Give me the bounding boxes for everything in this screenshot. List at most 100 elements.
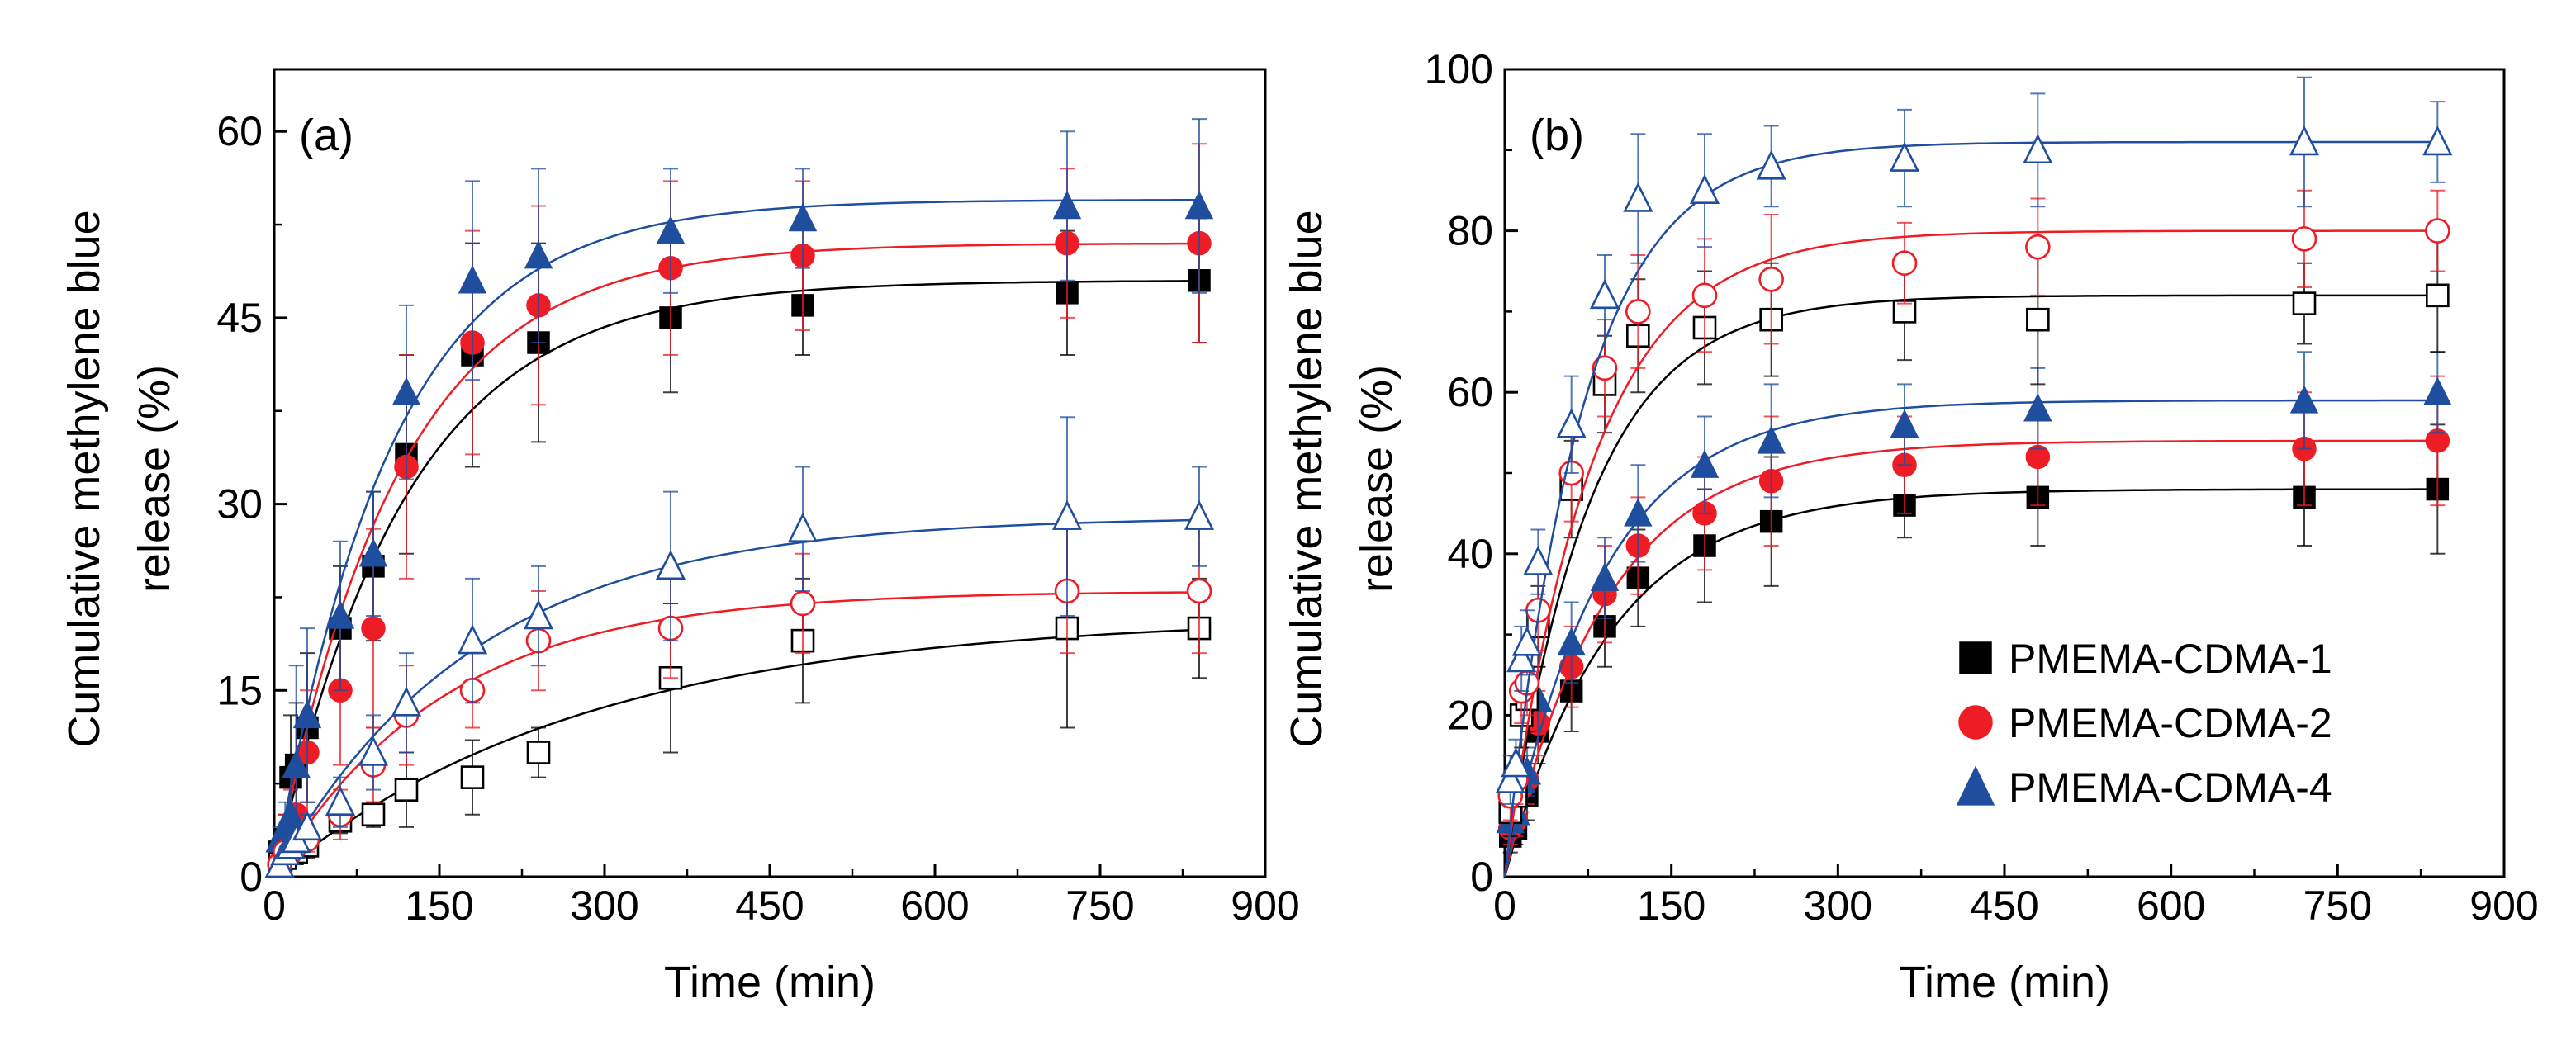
panel-b-pmema-cdma-4-open-point xyxy=(1501,747,1531,778)
panel-a-pmema-cdma-4-filled-point xyxy=(524,240,553,269)
panel-b-pmema-cdma-2-filled-fit-line xyxy=(1503,439,2438,878)
panel-a-pmema-cdma-2-open-point xyxy=(1186,578,1212,604)
panel-a-pmema-cdma-4-filled-point xyxy=(656,215,686,244)
panel-b-x-tick-label: 600 xyxy=(2137,882,2205,929)
legend-marker-pmema-cdma-2 xyxy=(1958,705,1993,740)
panel-a-pmema-cdma-4-open-point xyxy=(358,736,389,766)
panel-b-pmema-cdma-4-open-point xyxy=(1506,642,1537,673)
panel-a-y-tick-label: 0 xyxy=(240,854,263,900)
panel-a-pmema-cdma-4-filled-point xyxy=(282,749,311,778)
panel-a-x-tick-label: 0 xyxy=(263,882,286,929)
panel-a-pmema-cdma-4-open-point xyxy=(655,549,686,580)
panel-b-pmema-cdma-4-filled-point xyxy=(1624,498,1653,527)
panel-b-pmema-cdma-4-open-point xyxy=(1495,763,1525,793)
panel-b-pmema-cdma-4-filled-point xyxy=(1757,425,1786,454)
panel-a-pmema-cdma-4-filled-point xyxy=(458,265,487,294)
panel-a-pmema-cdma-4-open-point xyxy=(1051,499,1083,530)
panel-a-pmema-cdma-1-open-point xyxy=(394,778,419,802)
panel-b-pmema-cdma-4-open-point xyxy=(1523,545,1554,575)
panel-a-pmema-cdma-4-open-point xyxy=(325,785,356,816)
panel-a-label: (a) xyxy=(299,111,353,160)
panel-a-plot-frame xyxy=(273,68,1267,878)
panel-b-pmema-cdma-1-open-point xyxy=(2292,291,2317,315)
panel-b-pmema-cdma-4-open-point xyxy=(1589,278,1620,310)
panel-a-pmema-cdma-2-filled-fit-line xyxy=(273,242,1200,878)
panel-b-y-axis-title-line-1: Cumulative methylene blue xyxy=(1282,210,1331,747)
panel-b-pmema-cdma-1-filled-fit-line xyxy=(1503,488,2438,878)
panel-b-pmema-cdma-2-open-point xyxy=(1691,282,1718,309)
panel-b-label: (b) xyxy=(1530,111,1584,160)
panel-a-x-tick-label: 600 xyxy=(900,882,969,929)
panel-a-pmema-cdma-4-open-point xyxy=(1184,499,1215,530)
panel-b-pmema-cdma-4-open-point xyxy=(2422,125,2453,156)
panel-b-pmema-cdma-4-open-point xyxy=(2289,125,2320,156)
legend-label-pmema-cdma-4: PMEMA-CDMA-4 xyxy=(2009,764,2332,811)
panel-b-pmema-cdma-4-open-point xyxy=(1556,408,1587,438)
panel-b-pmema-cdma-4-open-point xyxy=(2023,133,2053,164)
panel-b: (b) Time (min) Cumulative methylene blue… xyxy=(1282,46,2539,1007)
panel-a-pmema-cdma-4-filled-point xyxy=(391,376,421,405)
panel-b-y-tick-label: 80 xyxy=(1447,208,1493,254)
panel-b-pmema-cdma-2-open-point xyxy=(1625,299,1651,324)
panel-b-pmema-cdma-4-filled-point xyxy=(1890,409,1919,438)
panel-a-x-tick-label: 900 xyxy=(1231,882,1299,929)
panel-a-x-tick-label: 450 xyxy=(735,882,804,929)
panel-a-pmema-cdma-4-open-point xyxy=(787,512,818,542)
legend-marker-pmema-cdma-4 xyxy=(1956,765,1995,806)
panel-b-pmema-cdma-2-open-point xyxy=(1758,266,1784,292)
legend-marker-pmema-cdma-1 xyxy=(1959,641,1992,674)
panel-a-y-axis-title-line-2: release (%) xyxy=(130,365,179,593)
panel-b-pmema-cdma-4-open-point xyxy=(1623,182,1653,212)
panel-b-y-tick-label: 40 xyxy=(1447,531,1493,577)
panel-a-pmema-cdma-4-filled-point xyxy=(1052,190,1082,220)
panel-b-x-axis-title: Time (min) xyxy=(1899,958,2110,1007)
panel-a-pmema-cdma-4-filled-point xyxy=(292,699,322,729)
panel-a-y-axis-title-line-1: Cumulative methylene blue xyxy=(59,210,109,747)
panel-a-x-tick-label: 300 xyxy=(570,882,638,929)
panel-a-pmema-cdma-4-filled-point xyxy=(788,202,818,232)
panel-a-x-tick-label: 150 xyxy=(405,882,473,929)
panel-a-pmema-cdma-1-filled-fit-line xyxy=(273,280,1199,878)
panel-b-pmema-cdma-4-filled-point xyxy=(1557,627,1586,656)
panel-a-y-tick-label: 30 xyxy=(216,481,263,528)
panel-b-pmema-cdma-2-open-point xyxy=(1891,250,1918,277)
panel-a-pmema-cdma-1-open-point xyxy=(526,741,551,764)
panel-b-pmema-cdma-4-open-point xyxy=(1511,626,1542,656)
panel-b-y-tick-label: 20 xyxy=(1447,692,1493,738)
panel-b-pmema-cdma-2-open-fit-line xyxy=(1503,229,2438,878)
panel-a-pmema-cdma-1-open-fit-line xyxy=(273,628,1200,878)
panel-b-pmema-cdma-2-open-point xyxy=(1592,355,1618,381)
panel-a-pmema-cdma-1-open-point xyxy=(460,765,485,789)
panel-a-pmema-cdma-2-filled-point xyxy=(361,616,386,641)
panel-a-y-tick-label: 45 xyxy=(216,295,263,341)
panel-b-pmema-cdma-4-open-point xyxy=(1689,173,1720,204)
panel-b-y-tick-label: 0 xyxy=(1470,854,1493,900)
panel-b-pmema-cdma-4-filled-fit-line xyxy=(1503,399,2438,878)
panel-b-y-tick-label: 100 xyxy=(1425,46,1493,92)
panel-a-y-tick-label: 60 xyxy=(216,108,263,154)
panel-b-x-tick-label: 750 xyxy=(2303,882,2372,929)
panel-b-x-tick-label: 450 xyxy=(1970,882,2038,929)
panel-b-pmema-cdma-1-open-point xyxy=(2426,283,2450,308)
panel-b-x-tick-label: 0 xyxy=(1493,882,1516,929)
panel-a-pmema-cdma-4-filled-point xyxy=(325,600,355,629)
panel-a-pmema-cdma-4-open-point xyxy=(523,599,554,630)
panel-b-pmema-cdma-4-open-fit-line xyxy=(1503,140,2438,878)
panel-a-pmema-cdma-1-open-point xyxy=(361,802,386,827)
legend-label-pmema-cdma-2: PMEMA-CDMA-2 xyxy=(2009,700,2332,746)
panel-a-pmema-cdma-4-filled-fit-line xyxy=(273,199,1199,878)
panel-a-pmema-cdma-4-filled-point xyxy=(358,538,388,567)
panel-b-pmema-cdma-2-open-point xyxy=(2025,234,2051,260)
panel-a: (a) Time (min) Cumulative methylene blue… xyxy=(59,68,1300,1007)
panel-b-pmema-cdma-4-filled-point xyxy=(1590,562,1620,591)
panel-a-x-axis-title: Time (min) xyxy=(664,958,875,1007)
panel-a-pmema-cdma-4-open-point xyxy=(457,624,488,655)
panel-b-x-tick-label: 150 xyxy=(1637,882,1705,929)
panel-b-pmema-cdma-4-open-point xyxy=(1756,149,1786,180)
panel-a-pmema-cdma-4-open-point xyxy=(391,686,422,717)
panel-b-pmema-cdma-4-filled-point xyxy=(2423,376,2452,405)
panel-b-x-tick-label: 300 xyxy=(1804,882,1872,929)
panel-b-pmema-cdma-1-open-fit-line xyxy=(1503,294,2438,878)
panel-b-pmema-cdma-4-filled-point xyxy=(1690,449,1720,478)
legend: PMEMA-CDMA-1 PMEMA-CDMA-2 PMEMA-CDMA-4 xyxy=(1956,636,2332,811)
